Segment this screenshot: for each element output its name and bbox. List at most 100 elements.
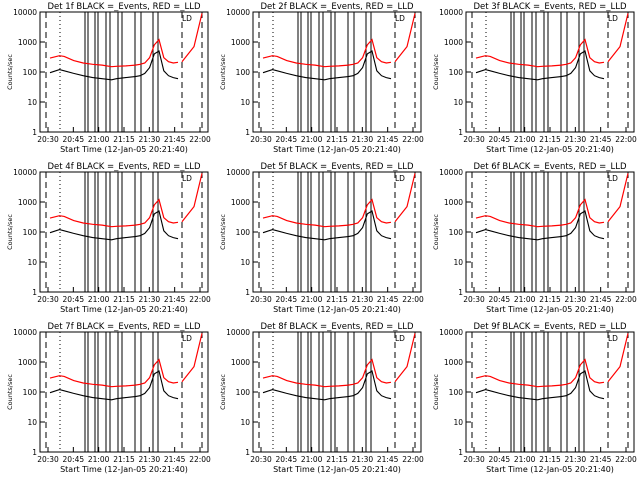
panel-glyph: LD — [182, 14, 192, 23]
y-tick-label: 10 — [453, 418, 463, 427]
x-tick-label: 22:00 — [615, 135, 637, 144]
panel-2: Det 2f BLACK =_Events, RED =_LLD 1 10 100 10… — [219, 2, 424, 154]
y-tick-label: 1 — [32, 288, 37, 297]
panel-glyph: LD — [395, 334, 405, 343]
x-tick-label: 22:00 — [189, 135, 211, 144]
plot-frame — [39, 171, 209, 293]
y-axis-label: Counts/sec — [219, 54, 227, 90]
x-axis-label: Start Time (12-Jan-05 20:21:40) — [60, 145, 188, 154]
x-tick-label: 21:30 — [139, 135, 161, 144]
plot-frame — [252, 11, 422, 133]
y-tick-label: 100 — [236, 228, 251, 237]
x-axis-label: Start Time (12-Jan-05 20:21:40) — [486, 145, 614, 154]
y-tick-label: 1000 — [18, 358, 37, 367]
x-tick-label: 21:15 — [326, 455, 348, 464]
plot-frame — [252, 331, 422, 453]
series-lld-tail — [181, 173, 203, 223]
x-tick-label: 21:45 — [377, 295, 399, 304]
x-tick-label: 21:30 — [139, 295, 161, 304]
series-lld — [262, 358, 392, 388]
x-tick-label: 21:15 — [113, 455, 135, 464]
x-tick-label: 20:30 — [37, 135, 59, 144]
series-lld-tail — [181, 13, 203, 63]
y-tick-label: 10000 — [226, 168, 250, 177]
series-lld — [262, 38, 392, 68]
x-axis-label: Start Time (12-Jan-05 20:21:40) — [60, 465, 188, 474]
x-tick-label: 21:15 — [326, 295, 348, 304]
y-tick-label: 100 — [236, 68, 251, 77]
series-lld-tail — [394, 13, 416, 63]
panel-5: Det 5f BLACK =_Events, RED =_LLD 1 10 100 10… — [219, 162, 424, 314]
series-lld-tail — [607, 173, 629, 223]
y-tick-label: 10 — [27, 258, 37, 267]
y-axis-label: Counts/sec — [432, 214, 440, 250]
y-axis-label: Counts/sec — [219, 374, 227, 410]
x-tick-label: 20:45 — [489, 295, 511, 304]
panel-title: Det 2f BLACK =_Events, RED =_LLD — [260, 2, 413, 12]
y-tick-label: 10000 — [439, 168, 463, 177]
x-tick-label: 21:45 — [164, 455, 186, 464]
y-tick-label: 10 — [240, 418, 250, 427]
x-tick-label: 21:15 — [539, 135, 561, 144]
x-tick-label: 21:30 — [565, 135, 587, 144]
plot-frame — [39, 11, 209, 133]
y-tick-label: 1000 — [18, 38, 37, 47]
x-tick-label: 20:45 — [276, 135, 298, 144]
series-events — [49, 50, 179, 81]
x-tick-label: 21:45 — [590, 455, 612, 464]
x-tick-label: 22:00 — [402, 295, 424, 304]
panel-glyph: LD — [182, 174, 192, 183]
plot-frame — [39, 331, 209, 453]
plot-frame — [252, 171, 422, 293]
series-events — [262, 370, 392, 401]
y-axis-label: Counts/sec — [219, 214, 227, 250]
x-axis-label: Start Time (12-Jan-05 20:21:40) — [273, 465, 401, 474]
x-tick-label: 21:30 — [352, 135, 374, 144]
y-tick-label: 10000 — [13, 168, 37, 177]
y-tick-label: 1000 — [231, 38, 250, 47]
series-events — [475, 370, 605, 401]
x-tick-label: 20:30 — [463, 295, 485, 304]
y-tick-label: 1 — [458, 288, 463, 297]
x-axis-label: Start Time (12-Jan-05 20:21:40) — [273, 145, 401, 154]
y-tick-label: 100 — [23, 228, 38, 237]
series-lld-tail — [394, 333, 416, 383]
x-tick-label: 22:00 — [189, 295, 211, 304]
x-tick-label: 21:00 — [301, 135, 323, 144]
panel-title: Det 5f BLACK =_Events, RED =_LLD — [260, 162, 413, 172]
panel-9: Det 9f BLACK =_Events, RED =_LLD 1 10 100 10… — [432, 322, 637, 474]
series-lld — [475, 198, 605, 228]
x-tick-label: 20:30 — [463, 135, 485, 144]
series-lld — [475, 38, 605, 68]
x-tick-label: 20:30 — [250, 455, 272, 464]
x-tick-label: 22:00 — [402, 455, 424, 464]
x-tick-label: 21:45 — [164, 135, 186, 144]
x-tick-label: 20:30 — [250, 295, 272, 304]
series-events — [262, 50, 392, 81]
x-tick-label: 21:15 — [539, 295, 561, 304]
y-axis-label: Counts/sec — [6, 214, 14, 250]
y-tick-label: 1 — [245, 128, 250, 137]
x-tick-label: 20:45 — [63, 455, 85, 464]
y-axis-label: Counts/sec — [432, 54, 440, 90]
y-axis-label: Counts/sec — [6, 54, 14, 90]
panel-4: Det 4f BLACK =_Events, RED =_LLD 1 10 100 10… — [6, 162, 211, 314]
y-tick-label: 10 — [240, 258, 250, 267]
y-tick-label: 100 — [449, 228, 464, 237]
panel-title: Det 7f BLACK =_Events, RED =_LLD — [47, 322, 200, 332]
y-tick-label: 10 — [240, 98, 250, 107]
x-tick-label: 22:00 — [615, 455, 637, 464]
y-tick-label: 1000 — [444, 358, 463, 367]
x-tick-label: 20:45 — [63, 135, 85, 144]
y-tick-label: 1 — [32, 448, 37, 457]
y-tick-label: 10000 — [439, 8, 463, 17]
y-tick-label: 1 — [245, 448, 250, 457]
x-tick-label: 20:30 — [37, 295, 59, 304]
x-axis-label: Start Time (12-Jan-05 20:21:40) — [486, 465, 614, 474]
panel-6: Det 6f BLACK =_Events, RED =_LLD 1 10 100 10… — [432, 162, 637, 314]
y-tick-label: 10000 — [13, 328, 37, 337]
x-tick-label: 21:00 — [88, 295, 110, 304]
x-tick-label: 21:45 — [590, 135, 612, 144]
y-axis-label: Counts/sec — [432, 374, 440, 410]
x-tick-label: 20:45 — [276, 295, 298, 304]
